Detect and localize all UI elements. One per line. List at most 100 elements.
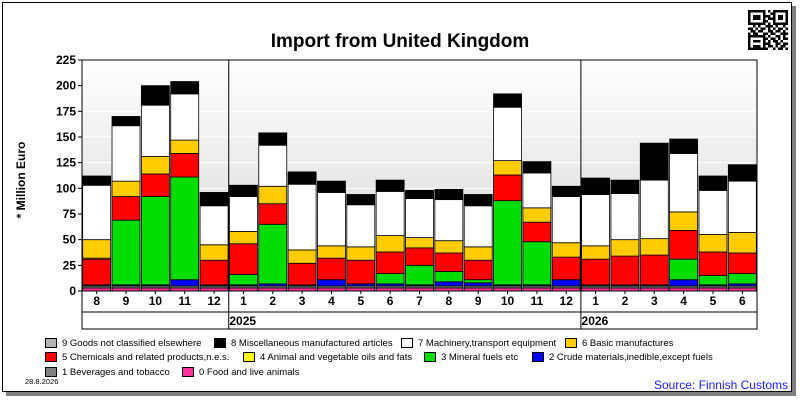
legend-label: 6 Basic manufactures bbox=[582, 338, 674, 349]
legend-swatch bbox=[243, 352, 255, 362]
qr-module bbox=[770, 25, 773, 28]
qr-module bbox=[753, 47, 756, 50]
bar-segment bbox=[111, 180, 141, 197]
bar-segment bbox=[463, 194, 493, 207]
x-tick-label: 10 bbox=[501, 294, 515, 308]
x-tick-label: 1 bbox=[240, 294, 247, 308]
bar-segment bbox=[493, 160, 522, 176]
qr-module bbox=[758, 22, 761, 25]
bar-segment bbox=[727, 164, 757, 182]
qr-module bbox=[758, 25, 761, 28]
qr-module bbox=[768, 42, 771, 45]
y-tick-label: 50 bbox=[63, 233, 77, 247]
qr-module bbox=[755, 47, 758, 50]
qr-module bbox=[780, 40, 783, 43]
legend-swatch bbox=[45, 367, 57, 377]
qr-module bbox=[753, 45, 756, 48]
bar-segment bbox=[317, 279, 346, 287]
qr-module bbox=[783, 45, 786, 48]
bar-segment bbox=[669, 279, 699, 287]
bar-segment bbox=[170, 93, 200, 141]
bar-segment bbox=[434, 240, 464, 254]
qr-module bbox=[748, 22, 751, 25]
bar-segment bbox=[82, 175, 112, 186]
qr-module bbox=[773, 32, 776, 35]
qr-module bbox=[783, 30, 786, 33]
bar-segment bbox=[522, 221, 552, 243]
bar-segment bbox=[199, 192, 229, 207]
report-date: 28.8.2026 bbox=[25, 377, 59, 386]
bar-segment bbox=[522, 161, 552, 174]
bar-segment bbox=[639, 238, 669, 256]
qr-module bbox=[778, 17, 781, 20]
qr-module bbox=[773, 22, 776, 25]
bar-segment bbox=[258, 185, 288, 205]
bar-segment bbox=[170, 279, 200, 287]
legend-item: 0 Food and live animals bbox=[182, 367, 299, 379]
qr-module bbox=[748, 17, 751, 20]
qr-module bbox=[763, 17, 766, 20]
bar-segment bbox=[639, 254, 669, 286]
qr-module bbox=[768, 35, 771, 38]
qr-module bbox=[750, 30, 753, 33]
bar-segment bbox=[140, 85, 170, 106]
bar-segment bbox=[434, 199, 464, 242]
bar-segment bbox=[698, 234, 728, 253]
bar-segment bbox=[258, 144, 288, 187]
bar-segment bbox=[405, 247, 434, 266]
qr-module bbox=[765, 20, 768, 23]
year-label: 2026 bbox=[582, 314, 609, 328]
qr-module bbox=[753, 40, 756, 43]
qr-module bbox=[760, 27, 763, 30]
bar-segment bbox=[493, 93, 522, 108]
qr-module bbox=[763, 42, 766, 45]
legend-label: 5 Chemicals and related products,n.e.s. bbox=[62, 352, 230, 363]
qr-module bbox=[768, 25, 771, 28]
qr-module bbox=[763, 35, 766, 38]
qr-module bbox=[775, 45, 778, 48]
x-tick-label: 3 bbox=[651, 294, 658, 308]
qr-module bbox=[783, 25, 786, 28]
qr-module bbox=[753, 22, 756, 25]
y-tick-label: 225 bbox=[56, 53, 76, 67]
x-tick-label: 2 bbox=[622, 294, 629, 308]
bar-segment bbox=[287, 171, 317, 185]
bar-segment bbox=[698, 175, 728, 191]
bar-segment bbox=[639, 142, 669, 181]
bar-segment bbox=[698, 275, 728, 286]
bar-segment bbox=[522, 241, 552, 286]
bar-segment bbox=[463, 246, 493, 261]
x-tick-label: 1 bbox=[592, 294, 599, 308]
bar-segment bbox=[669, 230, 699, 260]
qr-module bbox=[758, 17, 761, 20]
x-tick-label: 6 bbox=[739, 294, 746, 308]
bar-segment bbox=[434, 271, 464, 283]
bar-segment bbox=[140, 156, 170, 175]
y-tick-label: 25 bbox=[63, 258, 77, 272]
qr-module bbox=[765, 37, 768, 40]
bar-segment bbox=[375, 179, 405, 192]
qr-module bbox=[748, 32, 751, 35]
bar-segment bbox=[229, 184, 258, 197]
qr-module bbox=[763, 32, 766, 35]
bar-segment bbox=[317, 180, 346, 193]
legend-swatch bbox=[565, 338, 577, 348]
qr-module bbox=[785, 32, 788, 35]
bar-segment bbox=[698, 251, 728, 276]
bar-segment bbox=[111, 125, 141, 182]
qr-module bbox=[780, 45, 783, 48]
qr-module bbox=[780, 47, 783, 50]
bar-segment bbox=[258, 132, 288, 146]
bar-segment bbox=[581, 194, 610, 247]
bar-segment bbox=[522, 172, 552, 209]
qr-module bbox=[773, 10, 776, 13]
y-tick-label: 100 bbox=[56, 181, 76, 195]
qr-module bbox=[785, 22, 788, 25]
qr-module bbox=[760, 30, 763, 33]
qr-module bbox=[775, 40, 778, 43]
x-tick-label: 5 bbox=[357, 294, 364, 308]
bar-segment bbox=[610, 255, 640, 286]
bar-segment bbox=[434, 252, 464, 272]
qr-module bbox=[758, 47, 761, 50]
